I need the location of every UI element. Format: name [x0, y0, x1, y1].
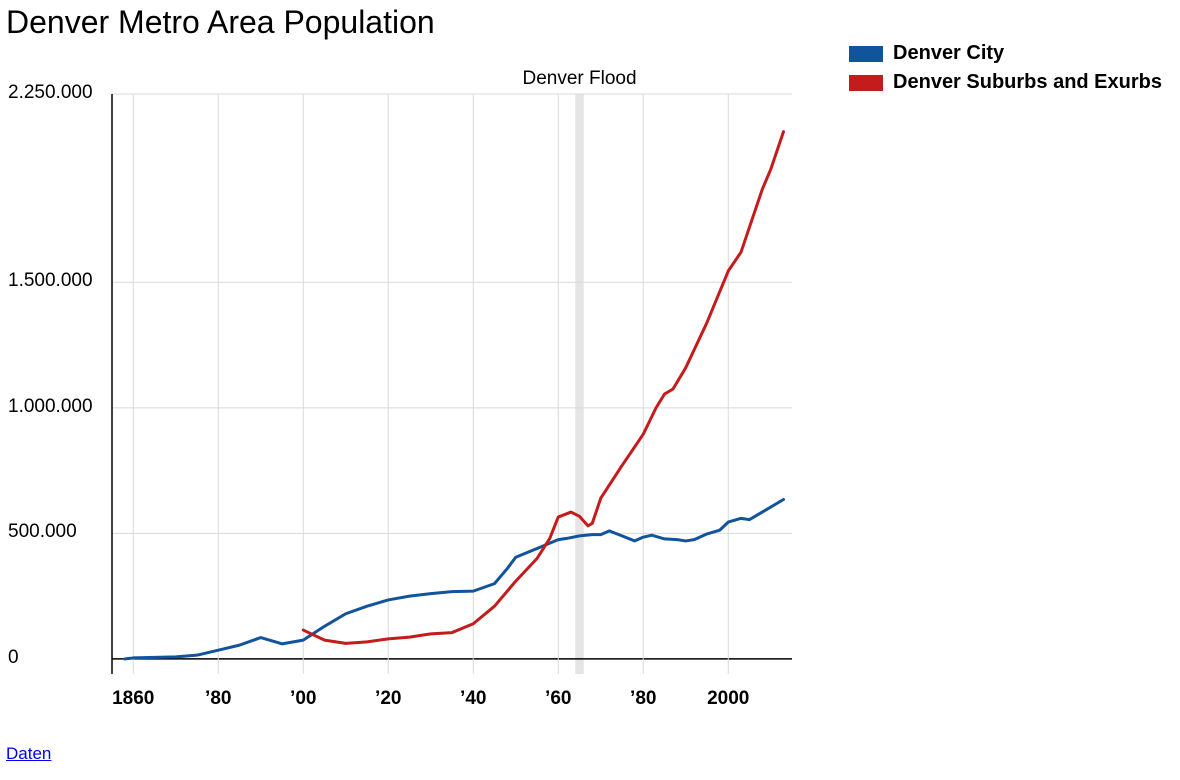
x-tick-label: 1860 [112, 688, 154, 710]
chart-svg [6, 54, 806, 704]
x-tick-label: ʼ60 [545, 688, 571, 710]
annotation-label: Denver Flood [522, 68, 636, 90]
legend-swatch [849, 46, 883, 62]
y-tick-label: 0 [8, 647, 19, 669]
x-tick-label: ʼ80 [205, 688, 231, 710]
y-tick-label: 1.500.000 [8, 270, 93, 292]
y-tick-label: 1.000.000 [8, 396, 93, 418]
chart-area: 0500.0001.000.0001.500.0002.250.000 1860… [6, 54, 806, 704]
legend-item: Denver Suburbs and Exurbs [849, 71, 1162, 94]
data-link[interactable]: Daten [6, 744, 51, 764]
x-tick-label: ʼ80 [630, 688, 656, 710]
legend-item: Denver City [849, 42, 1162, 65]
chart-container: Denver Metro Area Population Denver City… [0, 0, 1180, 780]
y-tick-label: 2.250.000 [8, 82, 93, 104]
x-tick-label: ʼ40 [460, 688, 486, 710]
legend: Denver City Denver Suburbs and Exurbs [849, 42, 1162, 100]
legend-label: Denver Suburbs and Exurbs [893, 71, 1162, 94]
x-tick-label: ʼ00 [290, 688, 316, 710]
y-tick-label: 500.000 [8, 521, 77, 543]
legend-label: Denver City [893, 42, 1004, 65]
x-tick-label: 2000 [707, 688, 749, 710]
chart-title: Denver Metro Area Population [6, 4, 435, 41]
x-tick-label: ʼ20 [375, 688, 401, 710]
legend-swatch [849, 75, 883, 91]
